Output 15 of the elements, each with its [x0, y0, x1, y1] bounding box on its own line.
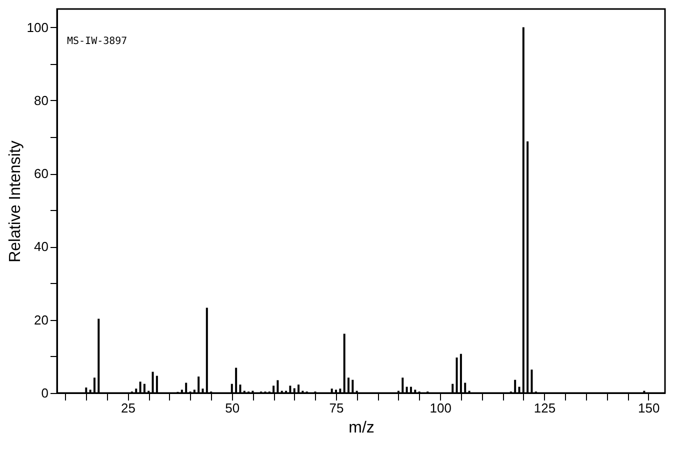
- y-tick-label: 100: [26, 20, 48, 35]
- y-tick-label: 60: [34, 166, 48, 182]
- x-tick-label: 25: [121, 400, 136, 416]
- x-tick-label: 125: [534, 400, 556, 416]
- y-axis-title: Relative Intensity: [6, 140, 24, 262]
- y-tick-label: 80: [34, 92, 48, 108]
- y-tick-label: 0: [41, 386, 48, 400]
- y-tick-label: 40: [34, 239, 48, 254]
- x-tick-label: 50: [225, 400, 240, 416]
- y-tick-label: 20: [34, 312, 48, 328]
- x-axis-title: m/z: [348, 420, 374, 436]
- x-tick-label: 75: [329, 400, 344, 416]
- x-tick-label: 100: [430, 400, 452, 416]
- annotation: MS-IW-3897: [67, 36, 128, 47]
- x-tick-label: 150: [638, 400, 660, 416]
